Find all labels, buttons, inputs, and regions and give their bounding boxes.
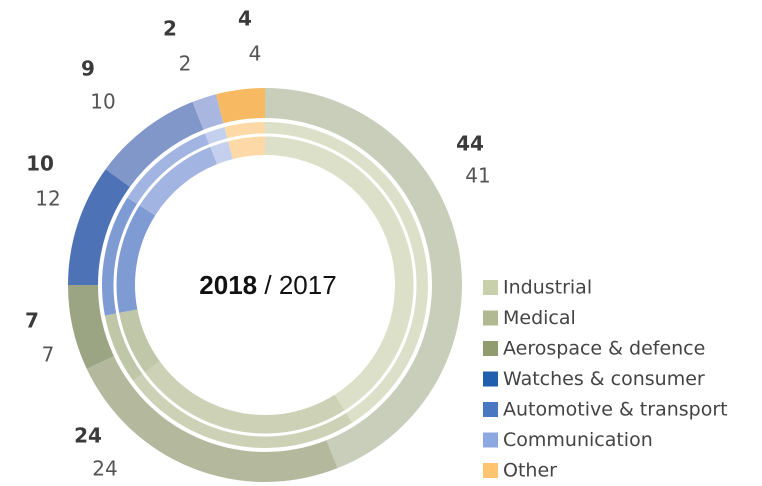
value-label-2017: 24	[92, 457, 117, 481]
center-year: 2018	[199, 270, 257, 300]
legend-swatch	[483, 463, 498, 478]
legend-label: Other	[503, 460, 557, 482]
value-label-2018: 10	[26, 152, 54, 176]
value-label-2018: 4	[238, 7, 252, 31]
legend-label: Automotive & transport	[503, 399, 728, 421]
value-label-2018: 9	[81, 57, 95, 81]
legend-label: Communication	[503, 429, 653, 451]
legend-label: Watches & consumer	[503, 368, 705, 390]
donut-segment	[86, 356, 338, 482]
donut-segment	[265, 88, 462, 469]
value-label-2018: 44	[456, 132, 484, 156]
donut-segment	[105, 101, 204, 187]
value-label-2017: 41	[465, 164, 490, 188]
value-label-2018: 7	[25, 309, 39, 333]
legend-swatch	[483, 402, 498, 417]
center-label: 2018 / 2017	[199, 270, 336, 300]
value-label-2017: 2	[179, 52, 192, 76]
legend-swatch	[483, 432, 498, 448]
donut-segment	[216, 88, 265, 124]
legend-swatch	[483, 310, 498, 326]
legend-swatch	[483, 371, 498, 387]
legend-label: Medical	[503, 307, 576, 329]
value-label-2017: 4	[249, 42, 262, 66]
value-label-2017: 12	[35, 187, 60, 211]
legend-swatch	[483, 341, 498, 356]
legend-swatch	[483, 280, 498, 295]
value-label-2018: 2	[163, 17, 177, 41]
legend-label: Industrial	[503, 277, 592, 299]
value-label-2017: 10	[90, 90, 115, 114]
inner-ring-line	[113, 133, 417, 437]
donut-segment	[68, 169, 130, 285]
rings	[68, 88, 462, 482]
donut-segment	[192, 94, 224, 130]
center-year: 2017	[279, 270, 337, 300]
center-separator: /	[264, 270, 272, 300]
donut-segment	[68, 285, 114, 369]
value-label-2017: 7	[42, 343, 55, 367]
legend-label: Aerospace & defence	[503, 338, 705, 360]
donut-segment	[104, 309, 160, 381]
value-label-2018: 24	[74, 424, 102, 448]
donut-segment	[204, 127, 233, 165]
donut-segment	[133, 361, 353, 449]
donut-segment	[224, 122, 265, 160]
